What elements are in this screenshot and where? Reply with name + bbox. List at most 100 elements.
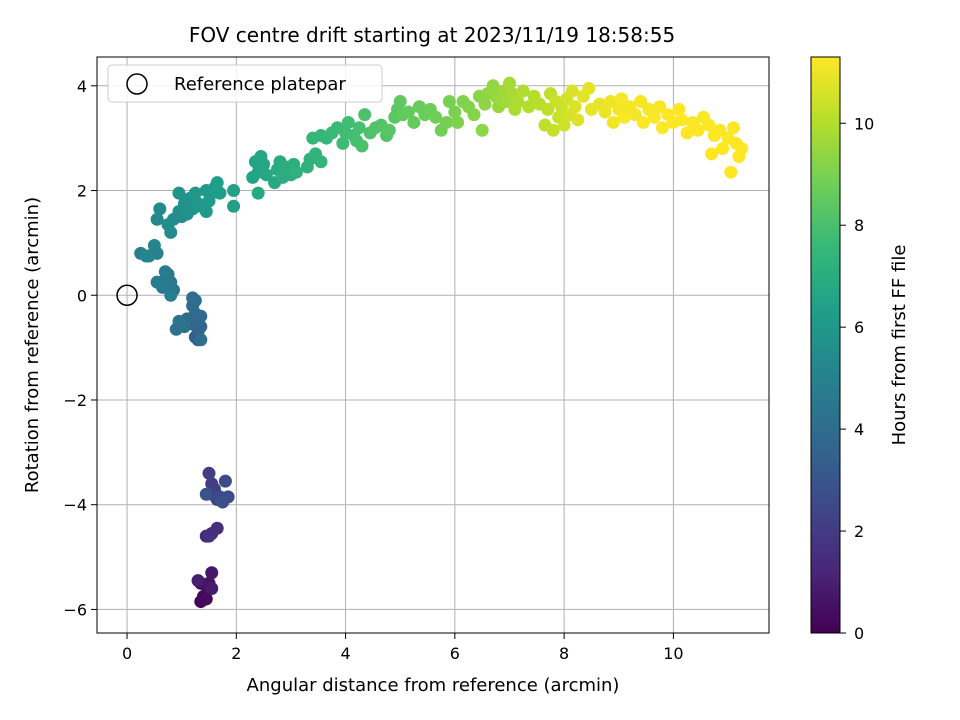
y-tick-label: 2 bbox=[77, 182, 87, 201]
data-point bbox=[448, 105, 462, 119]
data-point bbox=[393, 95, 407, 109]
data-point bbox=[502, 76, 516, 90]
data-point bbox=[628, 108, 642, 122]
y-tick-label: −6 bbox=[63, 600, 87, 619]
reference-point bbox=[116, 284, 138, 307]
colorbar bbox=[810, 56, 841, 634]
data-point bbox=[213, 186, 227, 200]
data-point bbox=[598, 105, 612, 119]
data-point bbox=[478, 97, 492, 111]
data-point bbox=[655, 121, 669, 135]
data-point bbox=[713, 123, 727, 137]
y-tick-label: 0 bbox=[77, 286, 87, 305]
plot-frame bbox=[96, 56, 770, 634]
data-point bbox=[150, 212, 164, 226]
colorbar-ticks: 0 2 4 6 8 10 bbox=[840, 114, 874, 643]
data-point bbox=[606, 115, 620, 129]
y-axis-label: Rotation from reference (arcmin) bbox=[22, 197, 43, 493]
data-point bbox=[401, 105, 415, 119]
data-point bbox=[188, 186, 202, 200]
colorbar-tick-label: 6 bbox=[854, 318, 864, 337]
data-point bbox=[352, 121, 366, 135]
data-point bbox=[382, 123, 396, 137]
data-point bbox=[202, 529, 216, 543]
data-point bbox=[653, 100, 667, 114]
data-point bbox=[614, 92, 628, 106]
data-point bbox=[672, 102, 686, 116]
data-point bbox=[565, 84, 579, 98]
data-point bbox=[150, 275, 164, 289]
data-point bbox=[251, 186, 265, 200]
y-tick-label: 4 bbox=[77, 77, 87, 96]
data-point bbox=[541, 102, 555, 116]
data-point bbox=[358, 108, 372, 122]
data-point bbox=[451, 115, 465, 129]
data-point bbox=[429, 110, 443, 124]
data-point bbox=[691, 123, 705, 137]
x-tick-label: 4 bbox=[340, 644, 350, 663]
chart-title: FOV centre drift starting at 2023/11/19 … bbox=[189, 23, 675, 47]
data-point bbox=[205, 581, 219, 595]
y-tick-label: −4 bbox=[63, 496, 87, 515]
data-point bbox=[680, 126, 694, 140]
data-point bbox=[153, 202, 167, 216]
data-point bbox=[205, 566, 219, 580]
colorbar-tick-label: 8 bbox=[854, 216, 864, 235]
data-point bbox=[210, 521, 224, 535]
data-point bbox=[216, 495, 230, 509]
data-point bbox=[546, 123, 560, 137]
legend-box bbox=[107, 64, 383, 103]
colorbar-tick-label: 10 bbox=[854, 114, 874, 133]
data-point bbox=[571, 113, 585, 127]
data-point bbox=[726, 121, 740, 135]
x-tick-label: 10 bbox=[663, 644, 683, 663]
x-tick-label: 8 bbox=[559, 644, 569, 663]
data-point bbox=[647, 110, 661, 124]
legend: Reference platepar bbox=[107, 64, 383, 103]
data-point bbox=[724, 165, 738, 179]
data-point bbox=[341, 115, 355, 129]
data-point bbox=[336, 136, 350, 150]
data-point bbox=[199, 487, 213, 501]
data-point bbox=[675, 113, 689, 127]
data-point bbox=[199, 204, 213, 218]
data-point bbox=[568, 100, 582, 114]
data-point bbox=[227, 184, 241, 198]
data-point bbox=[257, 157, 271, 171]
data-point bbox=[582, 81, 596, 95]
data-point bbox=[139, 249, 153, 263]
data-point bbox=[164, 288, 178, 302]
x-axis-label: Angular distance from reference (arcmin) bbox=[247, 675, 620, 696]
legend-circle-icon bbox=[126, 73, 148, 95]
y-axis-ticks: −6 −4 −2 0 2 4 bbox=[63, 77, 97, 619]
data-point bbox=[516, 84, 530, 98]
data-point bbox=[177, 320, 191, 334]
data-point bbox=[172, 186, 186, 200]
x-tick-label: 2 bbox=[231, 644, 241, 663]
legend-label: Reference platepar bbox=[174, 74, 346, 95]
data-point bbox=[557, 118, 571, 132]
data-point bbox=[191, 574, 205, 588]
data-point bbox=[467, 108, 481, 122]
data-point bbox=[442, 95, 456, 109]
data-points bbox=[134, 76, 749, 609]
colorbar-label: Hours from first FF file bbox=[889, 245, 910, 446]
data-point bbox=[289, 165, 303, 179]
data-point bbox=[716, 142, 730, 156]
data-point bbox=[355, 139, 369, 153]
data-point bbox=[617, 110, 631, 124]
data-point bbox=[161, 218, 175, 232]
x-tick-label: 6 bbox=[450, 644, 460, 663]
data-point bbox=[202, 466, 216, 480]
data-point bbox=[511, 95, 525, 109]
data-point bbox=[227, 199, 241, 213]
data-point bbox=[702, 118, 716, 132]
reference-marker bbox=[116, 284, 138, 307]
data-point bbox=[705, 147, 719, 161]
data-point bbox=[199, 592, 213, 606]
data-point bbox=[186, 291, 200, 305]
data-point bbox=[440, 115, 454, 129]
data-point bbox=[407, 115, 421, 129]
data-point bbox=[210, 176, 224, 190]
